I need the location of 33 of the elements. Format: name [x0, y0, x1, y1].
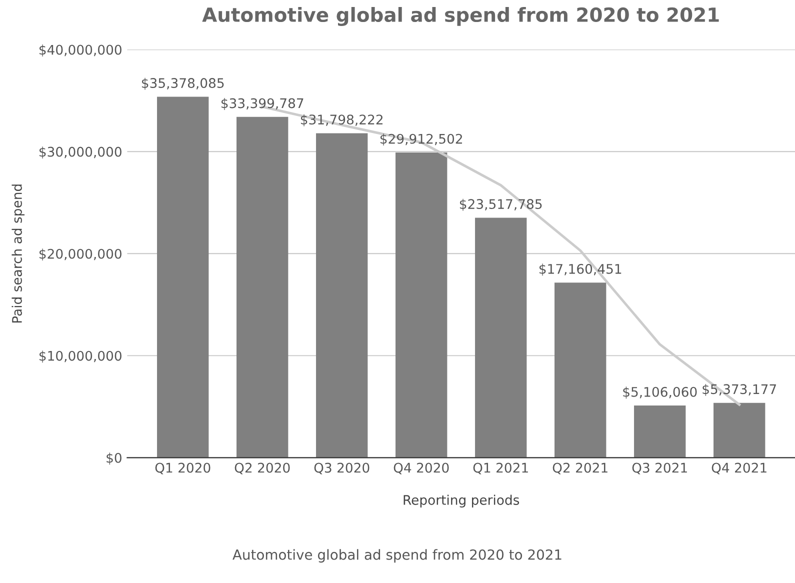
bar	[396, 152, 448, 458]
text: Automotive global ad spend from 2020 to 2021	[232, 549, 562, 563]
y-tick-label: $0	[106, 452, 122, 465]
data-label: $23,517,785	[460, 198, 542, 211]
y-tick-label: $20,000,000	[39, 248, 122, 261]
chart-title: Automotive global ad spend from 2020 to 2021	[202, 7, 719, 26]
y-axis-title: Paid search ad spend	[12, 184, 25, 323]
x-axis-title: Reporting periods	[404, 494, 520, 508]
x-tick-label: Q2 2020	[234, 462, 290, 474]
data-label: $35,378,085	[142, 78, 224, 90]
x-tick-label: Q1 2021	[473, 462, 528, 474]
bar	[236, 116, 288, 458]
x-tick-label: Q3 2021	[632, 462, 687, 474]
bar	[475, 218, 527, 458]
x-tick-label: Q2 2021	[552, 462, 608, 474]
bar	[316, 133, 368, 458]
y-tick-label: $30,000,000	[39, 146, 122, 159]
x-tick-label: Q1 2020	[155, 462, 210, 474]
data-label: $29,912,502	[380, 134, 462, 146]
y-tick-label: $10,000,000	[39, 350, 122, 363]
data-label: $5,106,060	[623, 386, 697, 399]
bar	[714, 402, 766, 458]
data-label: $17,160,451	[539, 264, 622, 276]
x-tick-label: Q4 2020	[394, 462, 449, 474]
bar	[634, 406, 686, 458]
y-tick-label: $40,000,000	[39, 44, 122, 57]
data-label: $31,798,222	[300, 114, 382, 126]
data-label: $5,373,177	[702, 384, 776, 396]
x-tick-label: Q3 2020	[314, 462, 370, 474]
bar	[554, 282, 606, 458]
bar	[157, 96, 209, 458]
data-label: $33,399,787	[221, 98, 304, 110]
x-tick-label: Q4 2021	[712, 462, 766, 474]
